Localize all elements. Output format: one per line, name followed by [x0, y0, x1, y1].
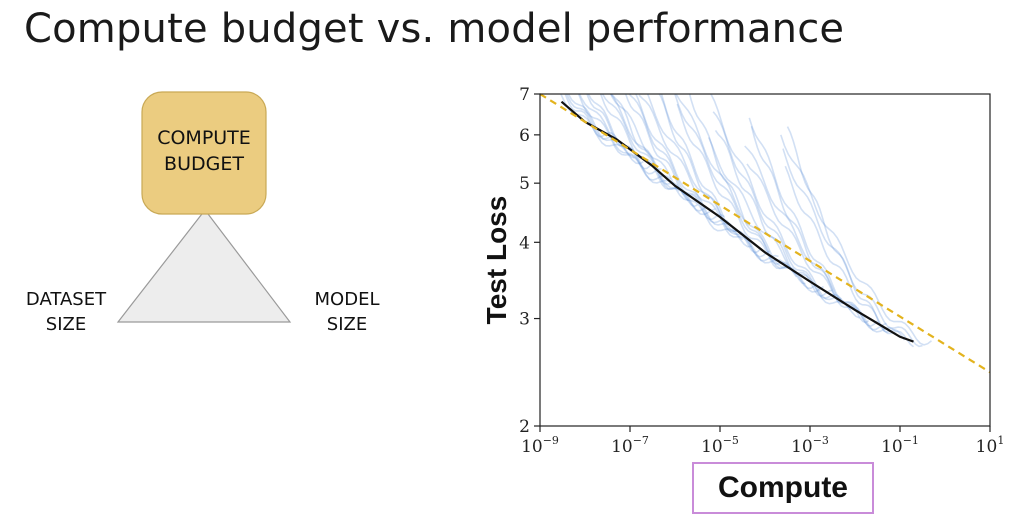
slide-title: Compute budget vs. model performance: [24, 6, 845, 52]
x-tick-label: 10−9: [521, 434, 559, 457]
training-run-line: [676, 103, 806, 285]
training-run-line: [587, 94, 662, 175]
x-tick-label: 101: [976, 434, 1005, 457]
y-tick-label: 7: [519, 85, 530, 105]
training-run-line: [688, 94, 798, 278]
training-run-line: [746, 163, 887, 331]
training-run-line: [660, 94, 770, 258]
x-tick-label: 10−3: [791, 434, 829, 457]
training-run-line: [611, 94, 689, 202]
training-run-line: [578, 94, 681, 192]
training-run-line: [710, 94, 852, 311]
training-run-line: [646, 94, 789, 267]
training-run-line: [609, 94, 752, 248]
x-axis-label-box: Compute: [692, 462, 874, 514]
frontier-layer: [560, 100, 914, 343]
compute-budget-label-line1: COMPUTE: [157, 127, 251, 149]
scaling-chart: 10−9 10−7 10−5 10−3 10−1 101 2 3 4 5 6 7 Test Loss: [481, 85, 1004, 457]
training-run-line: [714, 129, 833, 297]
training-run-line: [708, 137, 860, 319]
compute-budget-diagram: COMPUTE BUDGET DATASET SIZE MODEL SIZE: [26, 91, 380, 335]
x-tick-label: 10−1: [881, 434, 919, 457]
training-run-line: [782, 148, 923, 348]
model-size-label-line1: MODEL: [315, 289, 380, 310]
x-axis-label: Compute: [718, 471, 848, 504]
fit-layer: [539, 93, 991, 374]
y-axis-label: Test Loss: [481, 196, 512, 325]
y-tick-label: 5: [519, 174, 530, 194]
training-run-line: [638, 94, 779, 262]
compute-budget-label-line2: BUDGET: [164, 153, 244, 175]
y-tick-label: 2: [519, 417, 530, 437]
y-tick-label: 3: [519, 310, 530, 330]
dataset-size-label-line2: SIZE: [46, 314, 86, 335]
training-run-line: [780, 134, 932, 346]
x-tick-label: 10−5: [701, 434, 739, 457]
training-run-line: [712, 111, 843, 300]
training-run-line: [635, 94, 744, 241]
plot-frame: [539, 93, 991, 427]
compute-budget-box: [141, 91, 267, 215]
x-axis-ticks: 10−9 10−7 10−5 10−3 10−1 101: [521, 426, 1004, 457]
training-run-line: [628, 94, 735, 229]
training-run-line: [567, 94, 635, 159]
training-run-line: [624, 94, 725, 221]
training-run-line: [786, 126, 906, 341]
y-tick-label: 4: [519, 233, 530, 253]
frontier-line: [560, 100, 914, 343]
training-run-line: [577, 94, 671, 181]
model-size-label-line2: SIZE: [327, 314, 367, 335]
y-tick-label: 6: [519, 126, 530, 146]
x-tick-label: 10−7: [611, 434, 649, 457]
training-run-line: [748, 117, 879, 327]
tradeoff-triangle: [116, 209, 292, 323]
training-run-line: [750, 126, 869, 324]
training-run-line: [609, 94, 716, 216]
training-run-line: [566, 94, 627, 151]
dataset-size-label-line1: DATASET: [26, 289, 107, 310]
y-axis-ticks: 2 3 4 5 6 7: [519, 85, 540, 437]
power-law-fit-line: [539, 93, 991, 374]
training-run-line: [564, 94, 618, 139]
